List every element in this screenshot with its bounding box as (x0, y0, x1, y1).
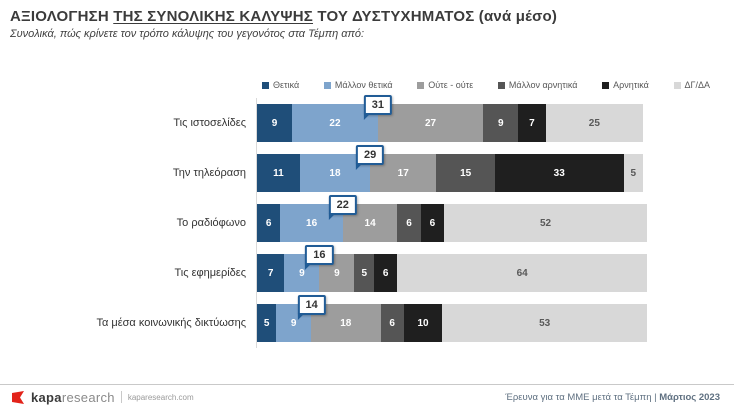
bar-track: 7 9 9 5 6 64 16 (256, 245, 647, 298)
category-label: Τις εφημερίδες (174, 267, 246, 279)
bar-segment: 9 (284, 254, 320, 292)
bar-segment: 6 (380, 304, 404, 342)
bar-segment: 9 (483, 104, 519, 142)
survey-title: Έρευνα για τα ΜΜΕ μετά τα Τέμπη (505, 391, 652, 403)
stacked-bar: 6 16 14 6 6 52 (257, 204, 647, 242)
footer-brand: kaparesearch kaparesearch.com (12, 390, 194, 405)
bar-segment: 7 (518, 104, 546, 142)
positive-total-callout: 22 (328, 195, 357, 220)
legend-swatch-icon (497, 81, 505, 89)
stacked-bar: 11 18 17 15 33 5 (257, 154, 647, 192)
footer-divider (120, 391, 122, 403)
bar-segment: 6 (397, 204, 421, 242)
legend-item-0: Θετικά (262, 80, 299, 90)
bar-segment: 22 (292, 104, 378, 142)
header: ΑΞΙΟΛΟΓΗΣΗ ΤΗΣ ΣΥΝΟΛΙΚΗΣ ΚΑΛΥΨΗΣ ΤΟΥ ΔΥΣ… (0, 0, 734, 40)
legend-swatch-icon (673, 81, 681, 89)
legend-item-3: Μάλλον αρνητικά (497, 80, 578, 90)
footer: kaparesearch kaparesearch.com Έρευνα για… (0, 384, 734, 409)
legend-item-4: Αρνητικά (602, 80, 649, 90)
bar-track: 6 16 14 6 6 52 22 (256, 195, 647, 248)
legend-swatch-icon (262, 81, 269, 89)
positive-total-callout: 16 (305, 245, 334, 270)
chart-row: Τις ιστοσελίδες 9 22 27 9 7 25 31 (0, 95, 734, 148)
page-title: ΑΞΙΟΛΟΓΗΣΗ ΤΗΣ ΣΥΝΟΛΙΚΗΣ ΚΑΛΥΨΗΣ ΤΟΥ ΔΥΣ… (10, 8, 722, 25)
category-label: Τις ιστοσελίδες (173, 117, 246, 129)
legend-item-1: Μάλλον θετικά (323, 80, 393, 90)
bar-segment: 5 (623, 154, 644, 192)
legend-label: Αρνητικά (613, 80, 649, 90)
bar-segment: 33 (494, 154, 624, 192)
bar-segment: 52 (444, 204, 647, 242)
bar-segment: 15 (436, 154, 495, 192)
positive-total-callout: 31 (363, 95, 393, 120)
legend-swatch-icon (417, 81, 425, 89)
footer-survey-info: Έρευνα για τα ΜΜΕ μετά τα Τέμπη | Μάρτιο… (505, 392, 720, 403)
bar-segment: 7 (257, 254, 285, 292)
title-underlined: ΤΗΣ ΣΥΝΟΛΙΚΗΣ ΚΑΛΥΨΗΣ (113, 8, 314, 25)
chart-row: Τις εφημερίδες 7 9 9 5 6 64 16 (0, 245, 734, 298)
bar-segment: 64 (397, 254, 647, 292)
bar-segment: 9 (257, 104, 293, 142)
bar-segment: 27 (377, 104, 484, 142)
legend-item-2: Ούτε - ούτε (417, 80, 473, 90)
bar-segment: 11 (257, 154, 300, 192)
bar-segment: 6 (373, 254, 398, 292)
chart-legend: Θετικά Μάλλον θετικά Ούτε - ούτε Μάλλον αρν… (262, 80, 710, 90)
category-label: Την τηλεόραση (172, 167, 246, 179)
title-prefix: ΑΞΙΟΛΟΓΗΣΗ (10, 8, 114, 25)
brand-site: kaparesearch.com (127, 392, 194, 402)
category-label: Τα μέσα κοινωνικής δικτύωσης (96, 317, 246, 329)
positive-total-callout: 14 (297, 295, 326, 320)
stacked-bar: 7 9 9 5 6 64 (257, 254, 647, 292)
stacked-bar-chart: Τις ιστοσελίδες 9 22 27 9 7 25 31 Την τηλεόραση 1… (0, 95, 734, 348)
legend-item-5: ΔΓ/ΔΑ (673, 80, 710, 90)
bar-track: 5 9 18 6 10 53 14 (256, 295, 647, 348)
bar-segment: 10 (403, 304, 443, 342)
category-label: Το ραδιόφωνο (176, 217, 246, 229)
legend-swatch-icon (602, 81, 610, 89)
legend-label: Θετικά (273, 80, 300, 90)
bar-segment: 5 (257, 304, 277, 342)
bar-segment: 53 (442, 304, 647, 342)
survey-date: Μάρτιος 2023 (659, 391, 720, 403)
brand-bold: kapa (31, 389, 62, 405)
brand-name: kaparesearch (31, 390, 115, 405)
chart-row: Το ραδιόφωνο 6 16 14 6 6 52 22 (0, 195, 734, 248)
bar-segment: 25 (545, 104, 644, 142)
page-subtitle: Συνολικά, πώς κρίνετε τον τρόπο κάλυψης … (10, 28, 365, 40)
legend-label: Μάλλον αρνητικά (508, 80, 578, 90)
kapa-logo-icon (12, 390, 25, 404)
legend-swatch-icon (323, 81, 331, 89)
legend-label: ΔΓ/ΔΑ (684, 80, 710, 90)
survey-separator: | (654, 391, 657, 403)
bar-segment: 6 (420, 204, 445, 242)
chart-row: Την τηλεόραση 11 18 17 15 33 5 29 (0, 145, 734, 198)
bar-segment: 6 (257, 204, 281, 242)
bar-track: 9 22 27 9 7 25 31 (256, 95, 647, 148)
stacked-bar: 9 22 27 9 7 25 (257, 104, 647, 142)
brand-light: research (61, 389, 115, 405)
stacked-bar: 5 9 18 6 10 53 (257, 304, 647, 342)
title-suffix: ΤΟΥ ΔΥΣΤΥΧΗΜΑΤΟΣ (ανά μέσο) (313, 8, 558, 25)
positive-total-callout: 29 (355, 145, 385, 170)
legend-label: Μάλλον θετικά (334, 80, 393, 90)
bar-track: 11 18 17 15 33 5 29 (256, 145, 647, 198)
bar-segment: 5 (354, 254, 374, 292)
legend-label: Ούτε - ούτε (428, 80, 474, 90)
chart-row: Τα μέσα κοινωνικής δικτύωσης 5 9 18 6 10 53 14 (0, 295, 734, 348)
